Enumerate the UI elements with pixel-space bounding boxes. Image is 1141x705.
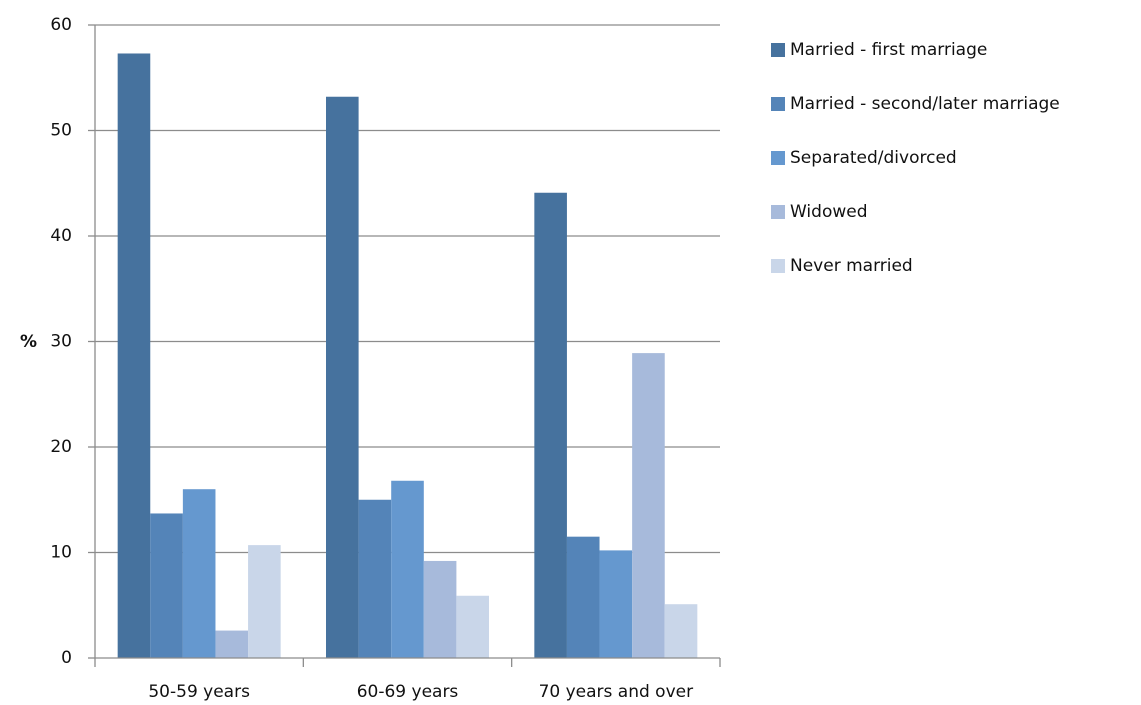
legend-swatch bbox=[771, 43, 785, 57]
y-tick-label: 20 bbox=[50, 437, 72, 457]
bar bbox=[599, 550, 633, 658]
legend-swatch bbox=[771, 259, 785, 273]
x-tick-label: 60-69 years bbox=[357, 682, 459, 702]
bar bbox=[358, 499, 392, 658]
y-tick-label: 0 bbox=[61, 648, 72, 668]
legend-swatch bbox=[771, 151, 785, 165]
legend-label: Married - first marriage bbox=[790, 40, 987, 60]
y-tick-label: 60 bbox=[50, 15, 72, 35]
bar bbox=[423, 560, 457, 658]
y-tick-label: 10 bbox=[50, 543, 72, 563]
x-tick-label: 50-59 years bbox=[148, 682, 250, 702]
y-tick-label: 50 bbox=[50, 121, 72, 141]
bar bbox=[326, 96, 359, 659]
bar bbox=[664, 604, 698, 658]
y-axis-label: % bbox=[20, 332, 37, 352]
bar bbox=[182, 489, 216, 658]
bar bbox=[248, 545, 281, 658]
legend-swatch bbox=[771, 97, 785, 111]
bar bbox=[566, 536, 600, 658]
x-tick-label: 70 years and over bbox=[539, 682, 694, 702]
bar bbox=[534, 192, 567, 658]
bar bbox=[456, 595, 489, 658]
legend-label: Separated/divorced bbox=[790, 148, 957, 168]
bar bbox=[117, 53, 151, 659]
legend-swatch bbox=[771, 205, 785, 219]
legend-label: Married - second/later marriage bbox=[790, 94, 1060, 114]
bar bbox=[150, 513, 183, 658]
y-tick-label: 30 bbox=[50, 332, 72, 352]
legend-label: Never married bbox=[790, 256, 913, 276]
bar bbox=[391, 480, 424, 658]
y-tick-label: 40 bbox=[50, 226, 72, 246]
bar bbox=[215, 630, 249, 658]
bar bbox=[632, 353, 665, 658]
legend-label: Widowed bbox=[790, 202, 868, 222]
